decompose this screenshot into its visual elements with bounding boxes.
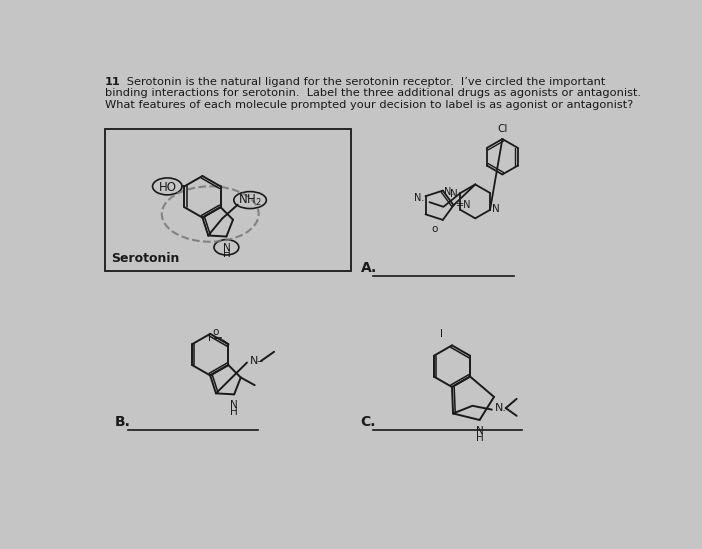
Text: Serotonin: Serotonin bbox=[111, 253, 180, 265]
Text: N: N bbox=[230, 400, 238, 410]
Text: I: I bbox=[208, 333, 211, 343]
Text: C.: C. bbox=[361, 415, 376, 429]
Text: A.: A. bbox=[361, 261, 377, 275]
Text: N: N bbox=[492, 204, 500, 214]
Text: N–: N– bbox=[250, 356, 264, 366]
Text: Cl: Cl bbox=[497, 125, 508, 135]
Text: 11: 11 bbox=[105, 77, 121, 87]
Bar bbox=[105, 129, 351, 271]
Text: N.: N. bbox=[444, 187, 455, 197]
Text: NH$_2$: NH$_2$ bbox=[238, 193, 262, 209]
Text: N: N bbox=[223, 243, 230, 253]
Text: H: H bbox=[223, 249, 230, 259]
Text: Serotonin is the natural ligand for the serotonin receptor.  I’ve circled the im: Serotonin is the natural ligand for the … bbox=[105, 77, 641, 110]
Text: I: I bbox=[439, 329, 443, 339]
Text: N.: N. bbox=[495, 403, 507, 413]
Text: HO: HO bbox=[159, 181, 177, 194]
Text: o: o bbox=[213, 327, 219, 337]
Text: N: N bbox=[451, 189, 458, 199]
Text: H: H bbox=[476, 433, 484, 442]
Text: =N: =N bbox=[456, 200, 471, 210]
Text: o: o bbox=[431, 224, 437, 234]
Text: N: N bbox=[476, 425, 484, 436]
Text: H: H bbox=[230, 407, 238, 417]
Text: B.: B. bbox=[115, 415, 131, 429]
Text: N.: N. bbox=[413, 193, 424, 203]
